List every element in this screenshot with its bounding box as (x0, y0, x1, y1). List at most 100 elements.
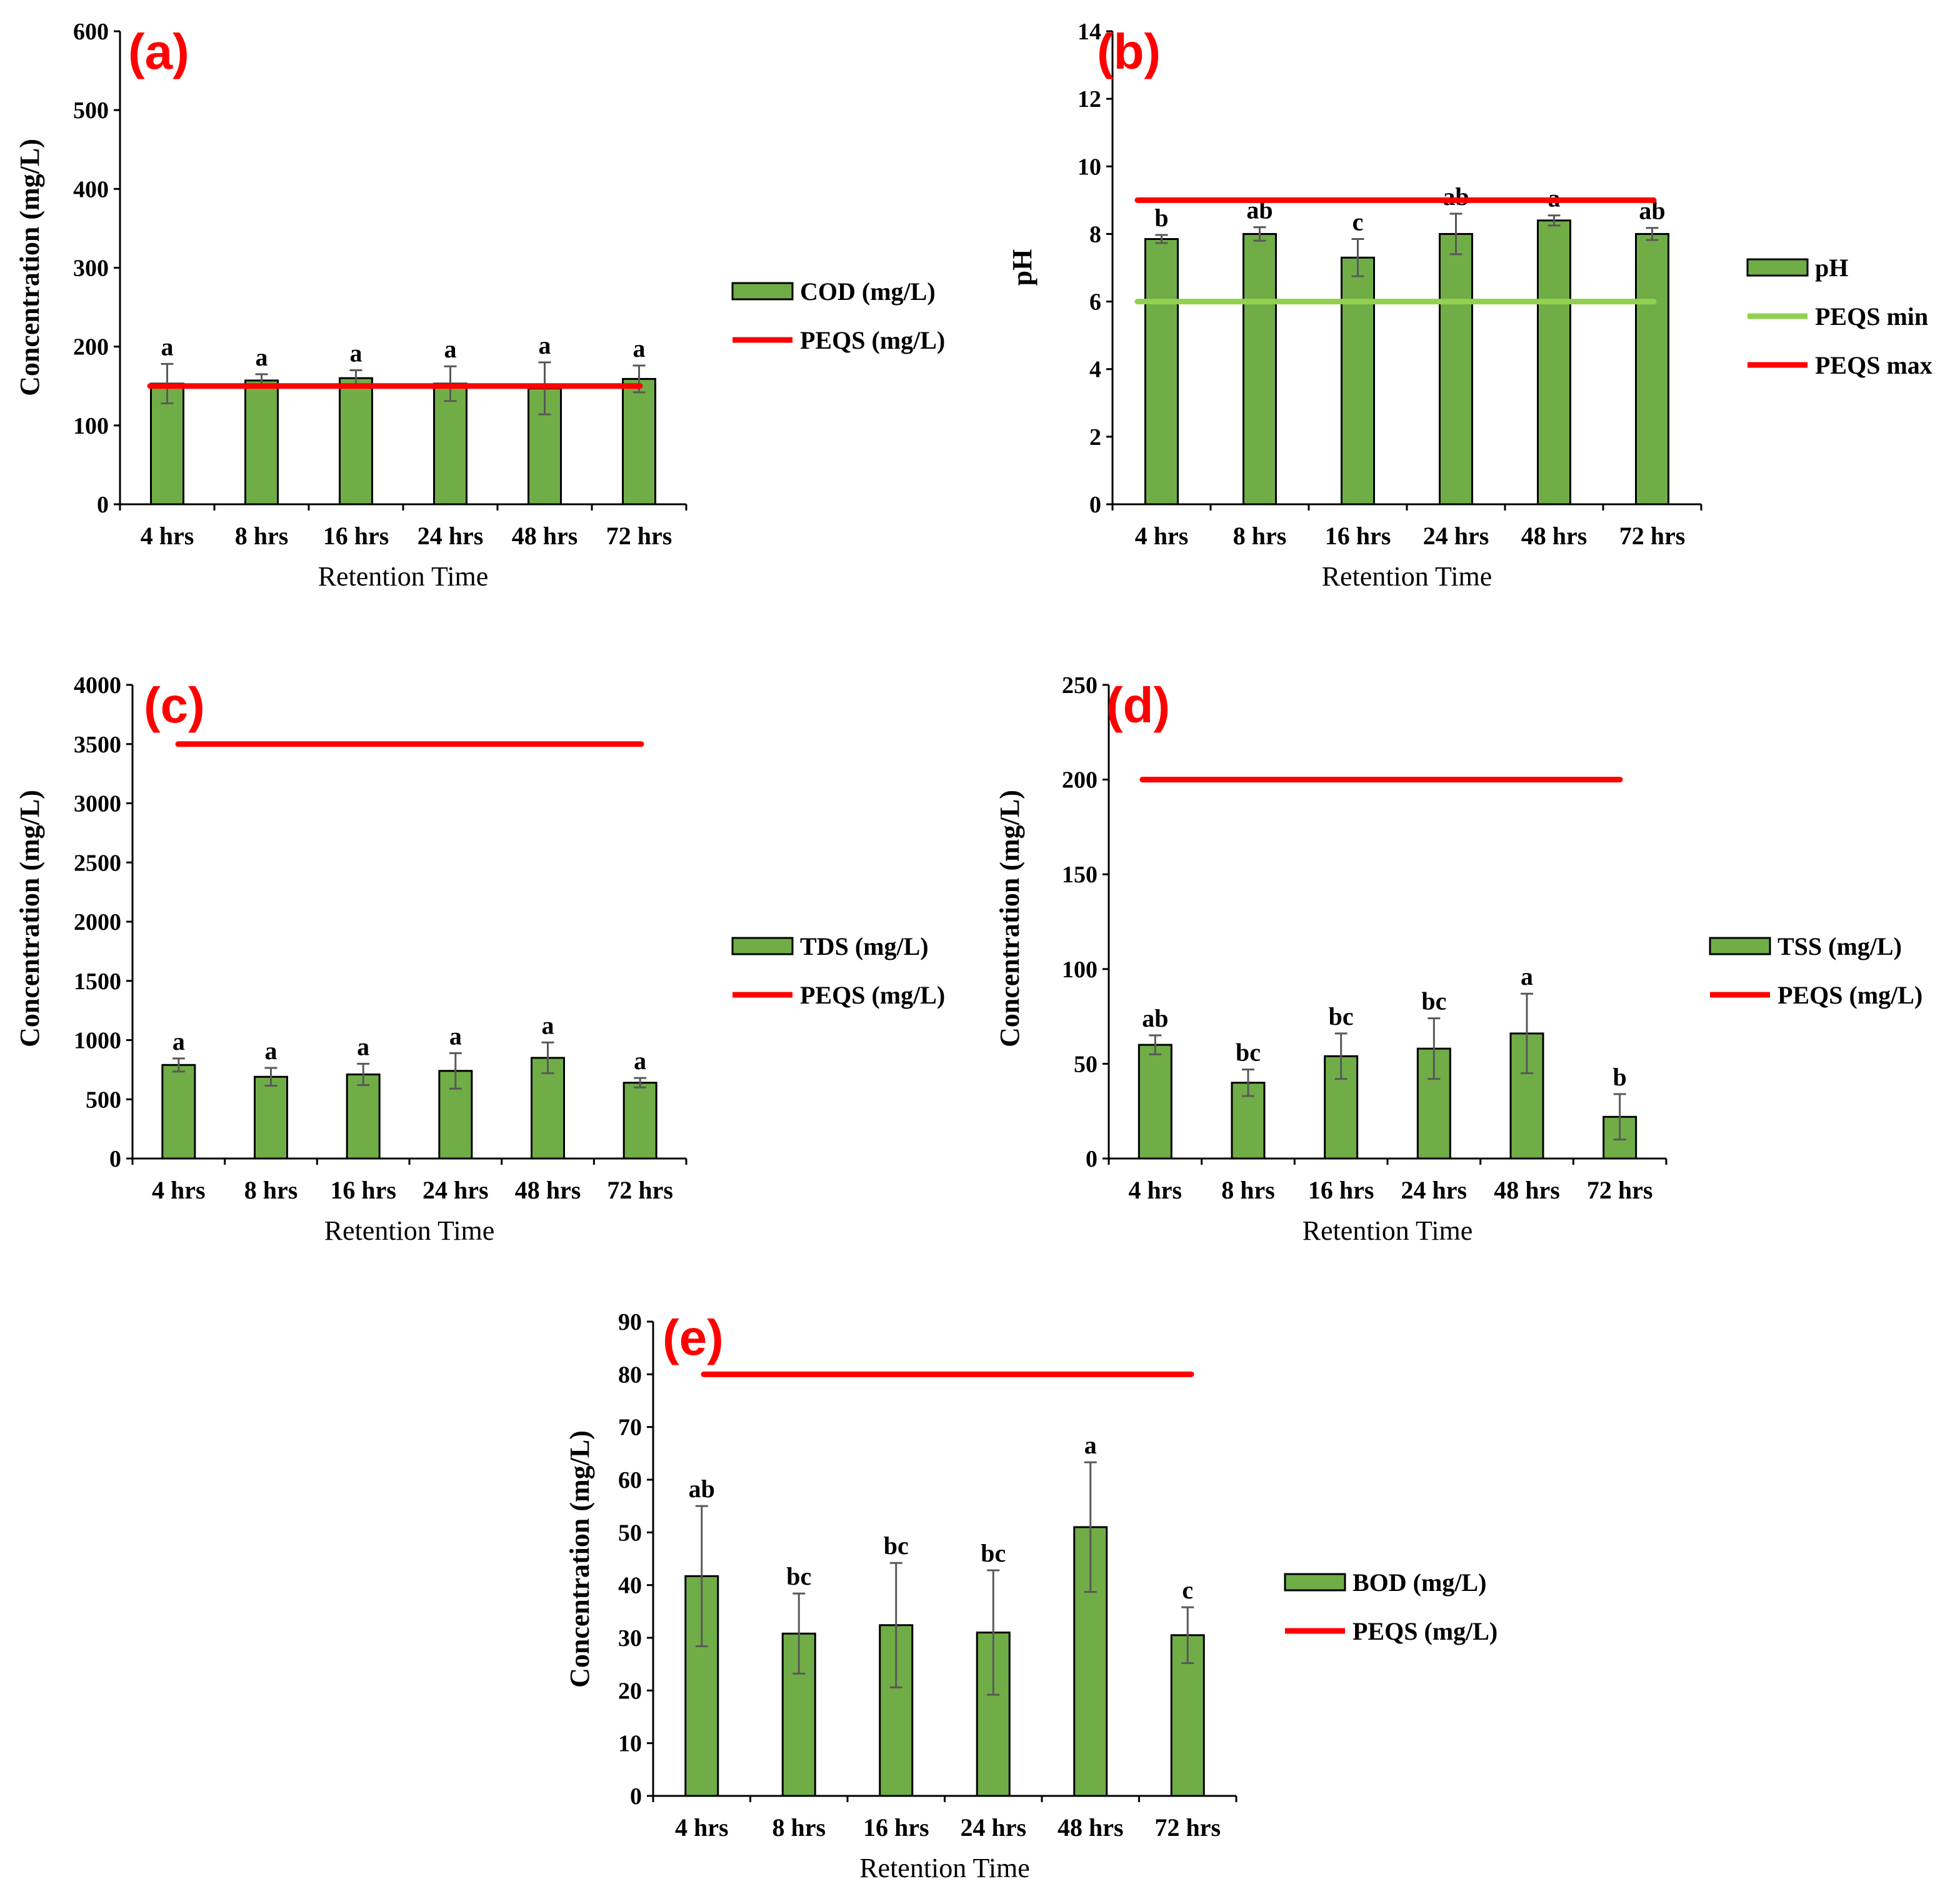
significance-label: a (161, 332, 174, 361)
y-axis-title: Concentration (mg/L) (994, 790, 1025, 1047)
significance-label: a (357, 1032, 369, 1060)
y-tick-label: 400 (73, 176, 109, 202)
x-axis-title: Retention Time (1302, 1215, 1473, 1246)
legend: BOD (mg/L) PEQS (mg/L) (1284, 1568, 1498, 1645)
x-tick-label: 8 hrs (772, 1813, 826, 1842)
bar (622, 1082, 658, 1160)
x-tick-label: 72 hrs (1154, 1813, 1221, 1842)
y-tick-label: 600 (73, 19, 109, 45)
bar (161, 1064, 196, 1160)
y-tick-label: 200 (73, 334, 109, 361)
y-tick-label: 40 (618, 1573, 642, 1599)
significance-label: c (1182, 1576, 1193, 1604)
legend-label: PEQS (mg/L) (800, 981, 945, 1009)
x-tick-label: 24 hrs (1401, 1176, 1468, 1204)
legend: TSS (mg/L) PEQS (mg/L) (1709, 932, 1922, 1009)
legend-label: TDS (mg/L) (800, 932, 929, 960)
y-tick-label: 20 (618, 1678, 642, 1704)
x-tick-label: 24 hrs (422, 1176, 489, 1204)
x-tick-label: 16 hrs (1308, 1176, 1374, 1204)
x-tick-label: 16 hrs (1325, 522, 1391, 550)
legend-swatch-bar (1284, 1573, 1346, 1592)
legend-label: pH (1815, 254, 1848, 282)
significance-label: bc (786, 1562, 811, 1590)
legend-label: PEQS min (1815, 302, 1928, 331)
panel-label: (a) (128, 24, 189, 79)
x-tick-label: 24 hrs (960, 1813, 1026, 1842)
significance-label: bc (1329, 1002, 1354, 1030)
y-tick-label: 14 (1078, 19, 1101, 45)
y-tick-label: 500 (86, 1087, 121, 1113)
legend: TDS (mg/L) PEQS (mg/L) (731, 932, 945, 1009)
y-tick-label: 50 (618, 1520, 642, 1546)
x-tick-label: 48 hrs (1058, 1813, 1124, 1842)
x-tick-label: 24 hrs (1423, 522, 1489, 550)
legend-label: PEQS max (1815, 351, 1932, 379)
significance-label: b (1154, 204, 1168, 232)
y-tick-label: 0 (97, 492, 109, 518)
y-tick-label: 4000 (74, 672, 121, 699)
y-tick-label: 12 (1078, 86, 1101, 112)
y-axis-title: Concentration (mg/L) (564, 1430, 595, 1688)
significance-label: bc (884, 1532, 909, 1560)
significance-label: a (172, 1027, 185, 1055)
x-tick-label: 16 hrs (863, 1813, 929, 1842)
bar (244, 379, 279, 506)
legend-label: COD (mg/L) (800, 277, 936, 306)
legend-label: PEQS (mg/L) (800, 326, 945, 354)
legend: pH PEQS min PEQS max (1746, 254, 1932, 379)
x-axis-title: Retention Time (859, 1853, 1030, 1883)
significance-label: a (633, 334, 646, 362)
y-tick-label: 3500 (74, 732, 121, 758)
y-tick-label: 500 (73, 97, 109, 124)
y-tick-label: 0 (630, 1783, 642, 1810)
significance-label: c (1352, 208, 1364, 236)
bar (1144, 238, 1179, 506)
bar (531, 1057, 565, 1160)
significance-label: bc (981, 1539, 1006, 1567)
significance-label: a (539, 331, 551, 359)
bar (254, 1075, 288, 1160)
y-tick-label: 150 (1062, 862, 1098, 888)
legend-swatch-bar (1709, 937, 1771, 955)
significance-label: ab (1142, 1004, 1168, 1032)
x-tick-label: 8 hrs (1233, 522, 1287, 550)
x-tick-label: 8 hrs (235, 522, 289, 550)
y-tick-label: 30 (618, 1625, 642, 1652)
significance-label: a (265, 1037, 278, 1065)
legend-label: BOD (mg/L) (1352, 1568, 1486, 1597)
y-tick-label: 0 (109, 1146, 121, 1172)
panel-label: (b) (1097, 24, 1161, 79)
x-tick-label: 16 hrs (330, 1176, 396, 1204)
y-tick-label: 80 (618, 1362, 642, 1388)
significance-label: b (1613, 1063, 1627, 1091)
legend: COD (mg/L) PEQS (mg/L) (731, 277, 945, 354)
significance-label: a (634, 1047, 646, 1075)
x-tick-label: 72 hrs (607, 1176, 673, 1204)
x-tick-label: 72 hrs (1587, 1176, 1653, 1204)
y-tick-label: 50 (1074, 1051, 1098, 1077)
x-tick-label: 72 hrs (606, 522, 672, 550)
y-tick-label: 300 (73, 256, 109, 282)
significance-label: a (256, 343, 268, 371)
x-tick-label: 48 hrs (1521, 522, 1588, 550)
legend-label: TSS (mg/L) (1778, 932, 1902, 960)
x-tick-label: 4 hrs (675, 1813, 729, 1842)
chart-panel-3: 0 500 1000 1500 2000 2500 3000 3500 4000 a 4 hrs a 8… (14, 672, 945, 1246)
significance-label: bc (1421, 987, 1446, 1015)
bar (1324, 1055, 1359, 1160)
x-tick-label: 4 hrs (1135, 522, 1189, 550)
x-axis-title: Retention Time (318, 561, 489, 592)
bar (339, 377, 373, 506)
y-tick-label: 8 (1089, 221, 1101, 247)
x-tick-label: 72 hrs (1619, 522, 1686, 550)
legend-label: PEQS (mg/L) (1778, 981, 1922, 1009)
x-tick-label: 4 hrs (141, 522, 194, 550)
legend-swatch-bar (731, 282, 794, 301)
x-tick-label: 8 hrs (244, 1176, 298, 1204)
y-tick-label: 3000 (74, 791, 121, 817)
y-tick-label: 100 (1062, 957, 1098, 983)
significance-label: bc (1236, 1038, 1261, 1066)
x-tick-label: 4 hrs (1129, 1176, 1182, 1204)
